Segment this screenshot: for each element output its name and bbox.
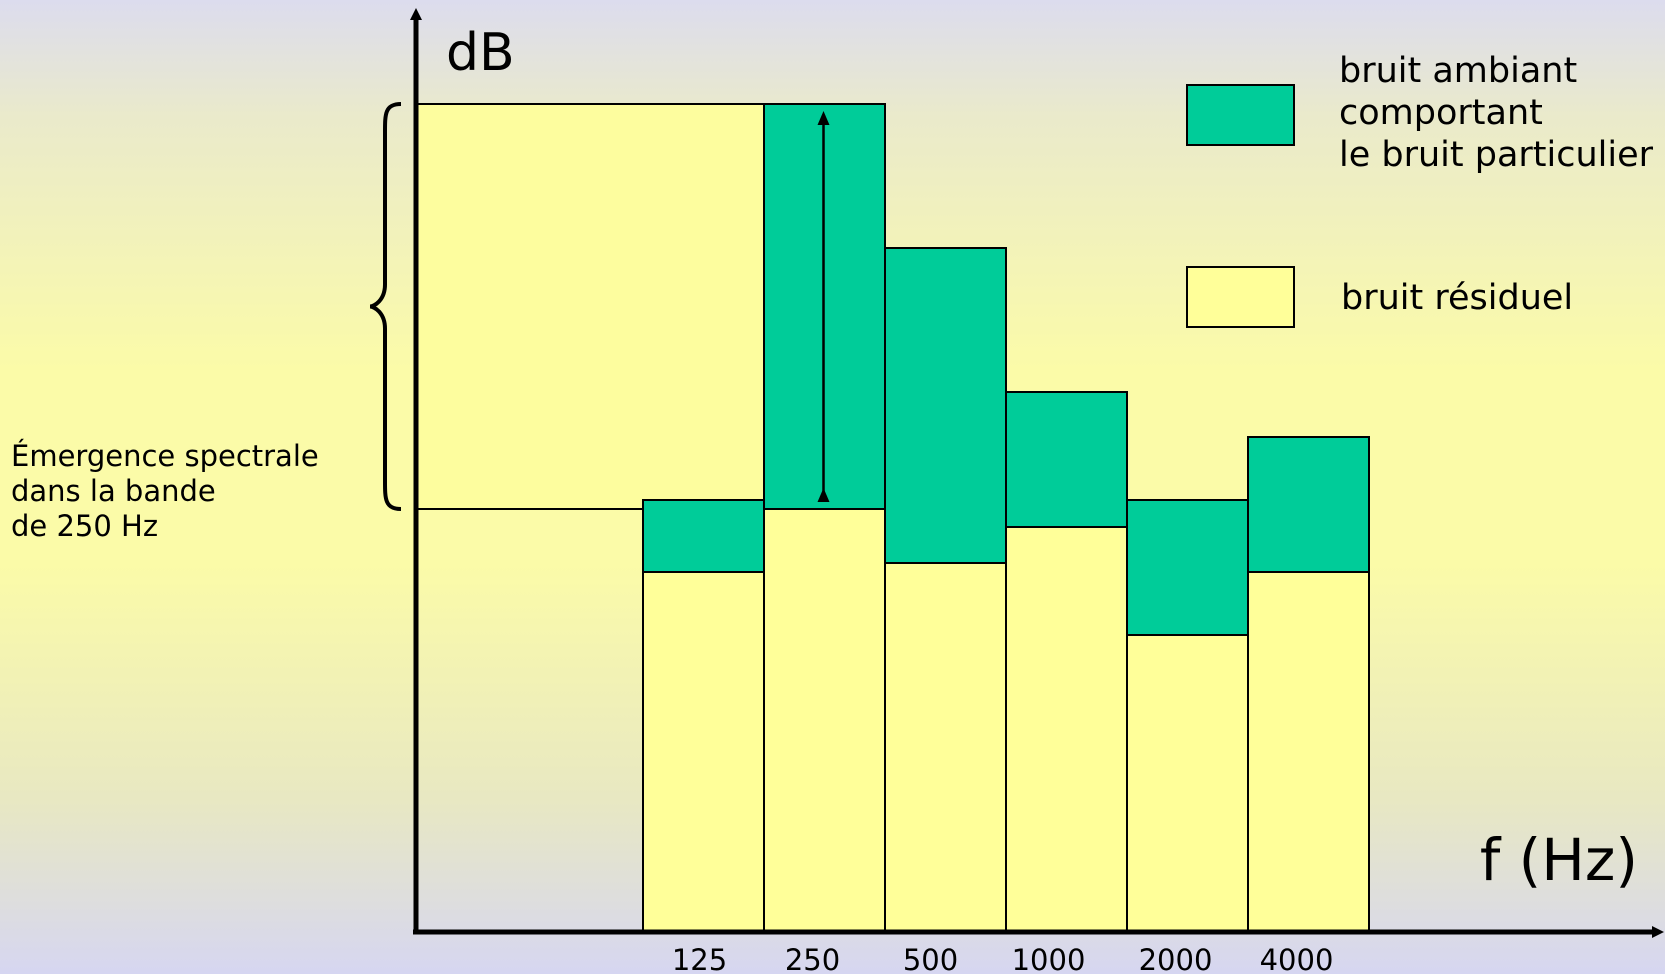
- x-tick-labels: 125 250 500 1000 2000 4000: [672, 943, 1334, 974]
- bar-residual-2000: [1126, 634, 1249, 933]
- x-tick-4000: 4000: [1260, 943, 1334, 974]
- annotation-line-3: de 250 Hz: [11, 509, 158, 543]
- x-tick-1000: 1000: [1012, 943, 1086, 974]
- legend-label-ambient-line-3: le bruit particulier: [1339, 135, 1654, 175]
- x-tick-125: 125: [672, 943, 727, 974]
- annotation-line-1: Émergence spectrale: [11, 439, 319, 473]
- bar-residual-250: [763, 508, 886, 933]
- legend: bruit ambiant comportant le bruit partic…: [1186, 51, 1654, 328]
- y-axis-label: dB: [446, 23, 515, 83]
- x-tick-250: 250: [785, 943, 840, 974]
- emergence-guides: [418, 103, 764, 510]
- bar-ambient-1000: [1005, 391, 1128, 528]
- legend-swatch-ambient: [1186, 84, 1295, 146]
- x-tick-500: 500: [903, 943, 958, 974]
- bars-group: [642, 103, 1370, 933]
- bar-residual-4000: [1247, 571, 1370, 933]
- legend-swatch-residual: [1186, 266, 1295, 328]
- x-tick-2000: 2000: [1139, 943, 1213, 974]
- bar-residual-500: [884, 562, 1007, 933]
- bar-ambient-4000: [1247, 436, 1370, 573]
- annotation-line-2: dans la bande: [11, 474, 216, 508]
- emergence-zone: [418, 104, 764, 509]
- bar-ambient-500: [884, 247, 1007, 564]
- bar-ambient-2000: [1126, 499, 1249, 636]
- legend-label-ambient-line-1: bruit ambiant: [1339, 51, 1577, 91]
- curly-brace: [369, 102, 402, 511]
- annotation: Émergence spectrale dans la bande de 250…: [11, 102, 402, 543]
- legend-label-ambient-line-2: comportant: [1339, 93, 1543, 133]
- x-axis-label: f (Hz): [1480, 826, 1638, 894]
- bar-residual-1000: [1005, 526, 1128, 933]
- legend-label-residual: bruit résiduel: [1341, 278, 1573, 318]
- bar-residual-125: [642, 571, 765, 933]
- bar-ambient-125: [642, 499, 765, 573]
